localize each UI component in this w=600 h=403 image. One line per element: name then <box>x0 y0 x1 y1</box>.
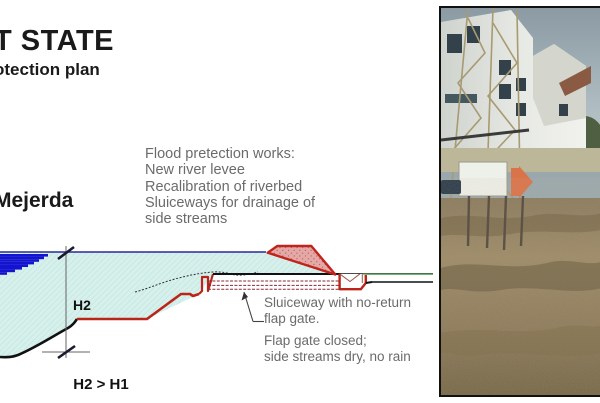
svg-text:H2 > H1: H2 > H1 <box>73 376 128 393</box>
svg-text:H2: H2 <box>73 297 91 313</box>
